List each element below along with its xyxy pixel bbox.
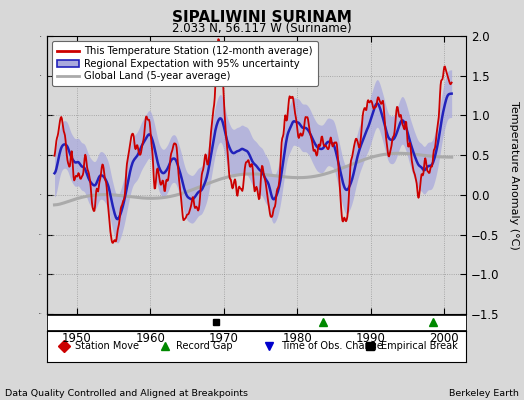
Text: 1990: 1990 [356, 332, 386, 345]
Text: 2000: 2000 [430, 332, 459, 345]
Text: Record Gap: Record Gap [176, 342, 233, 352]
Text: Time of Obs. Change: Time of Obs. Change [281, 342, 383, 352]
Text: 2.033 N, 56.117 W (Suriname): 2.033 N, 56.117 W (Suriname) [172, 22, 352, 35]
Text: SIPALIWINI SURINAM: SIPALIWINI SURINAM [172, 10, 352, 25]
Text: Empirical Break: Empirical Break [381, 342, 458, 352]
Y-axis label: Temperature Anomaly (°C): Temperature Anomaly (°C) [509, 101, 519, 249]
Text: Data Quality Controlled and Aligned at Breakpoints: Data Quality Controlled and Aligned at B… [5, 389, 248, 398]
Text: Station Move: Station Move [75, 342, 139, 352]
Text: 1980: 1980 [282, 332, 312, 345]
Text: 1950: 1950 [62, 332, 92, 345]
Legend: This Temperature Station (12-month average), Regional Expectation with 95% uncer: This Temperature Station (12-month avera… [52, 41, 318, 86]
Text: 1970: 1970 [209, 332, 238, 345]
Text: Berkeley Earth: Berkeley Earth [449, 389, 519, 398]
Text: 1960: 1960 [135, 332, 165, 345]
